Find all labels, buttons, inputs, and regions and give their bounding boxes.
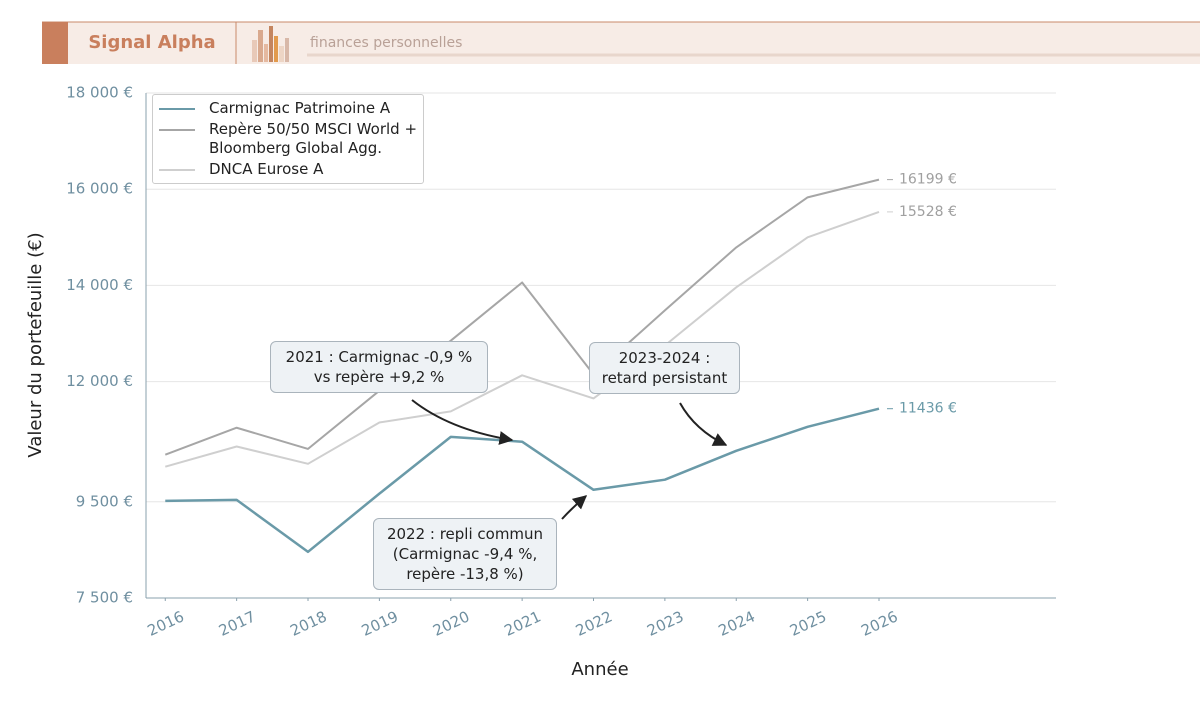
header-bar: [42, 22, 1200, 64]
x-tick-label: 2021: [502, 607, 544, 639]
y-axis-label: Valeur du portefeuille (€): [25, 232, 46, 457]
legend-label: DNCA Eurose A: [209, 160, 324, 178]
y-tick-label: 14 000 €: [66, 276, 133, 294]
annotation-line: retard persistant: [601, 369, 728, 387]
tagline: finances personnelles: [310, 35, 462, 51]
annotation-line: 2021 : Carmignac -0,9 %: [285, 348, 473, 366]
header: Signal Alpha finances personnelles: [42, 21, 1200, 64]
x-tick-label: 2023: [644, 607, 686, 639]
x-tick-label: 2017: [216, 607, 258, 639]
x-tick-label: 2025: [787, 607, 829, 639]
annotation-line: (Carmignac -9,4 %,: [392, 545, 538, 563]
brand: Signal Alpha: [88, 32, 215, 53]
value-label: 15528 €: [899, 204, 957, 220]
x-tick-label: 2018: [287, 607, 329, 639]
annotation: 2021 : Carmignac -0,9 % vs repère +9,2 %: [270, 341, 488, 393]
annotation-line: 2022 : repli commun: [386, 525, 544, 543]
value-label: 16199 €: [899, 172, 957, 188]
x-tick-label: 2022: [573, 607, 615, 639]
x-tick-label: 2024: [716, 607, 758, 639]
annotation-line: repère -13,8 %): [406, 565, 524, 583]
annotation: 2023-2024 : retard persistant: [589, 342, 740, 394]
legend-swatch: [159, 108, 195, 110]
legend: Carmignac Patrimoine A Repère 50/50 MSCI …: [152, 94, 424, 184]
legend-item: Repère 50/50 MSCI World + Bloomberg Glob…: [153, 119, 423, 159]
value-label: 11436 €: [899, 401, 957, 417]
y-tick-label: 16 000 €: [66, 180, 133, 198]
header-icon: [252, 26, 289, 62]
y-tick-label: 18 000 €: [66, 84, 133, 102]
y-tick-label: 9 500 €: [76, 492, 133, 510]
y-tick-label: 7 500 €: [76, 589, 133, 607]
series-line: [165, 407, 880, 554]
arrow: [411, 399, 514, 445]
annotation-arrows: [411, 399, 728, 520]
annotation: 2022 : repli commun (Carmignac -9,4 %, rep…: [373, 518, 557, 590]
legend-swatch: [159, 169, 195, 171]
header-badge: [42, 22, 68, 64]
legend-item: DNCA Eurose A: [153, 159, 423, 180]
legend-label: Carmignac Patrimoine A: [209, 99, 391, 117]
arrow: [679, 402, 728, 446]
x-tick-label: 2019: [359, 607, 401, 639]
annotation-line: vs repère +9,2 %: [313, 368, 445, 386]
x-tick-label: 2016: [145, 607, 187, 639]
legend-swatch: [159, 129, 195, 131]
x-tick-label: 2020: [430, 607, 472, 639]
y-tick-label: 12 000 €: [66, 372, 133, 390]
series-line: [164, 210, 880, 468]
legend-label: Repère 50/50 MSCI World + Bloomberg Glob…: [209, 120, 418, 157]
legend-item: Carmignac Patrimoine A: [153, 98, 423, 119]
annotation-line: 2023-2024 :: [618, 349, 711, 367]
x-axis-label: Année: [571, 659, 628, 680]
arrow: [561, 495, 588, 520]
series-line: [164, 178, 880, 456]
x-tick-label: 2026: [858, 607, 900, 639]
